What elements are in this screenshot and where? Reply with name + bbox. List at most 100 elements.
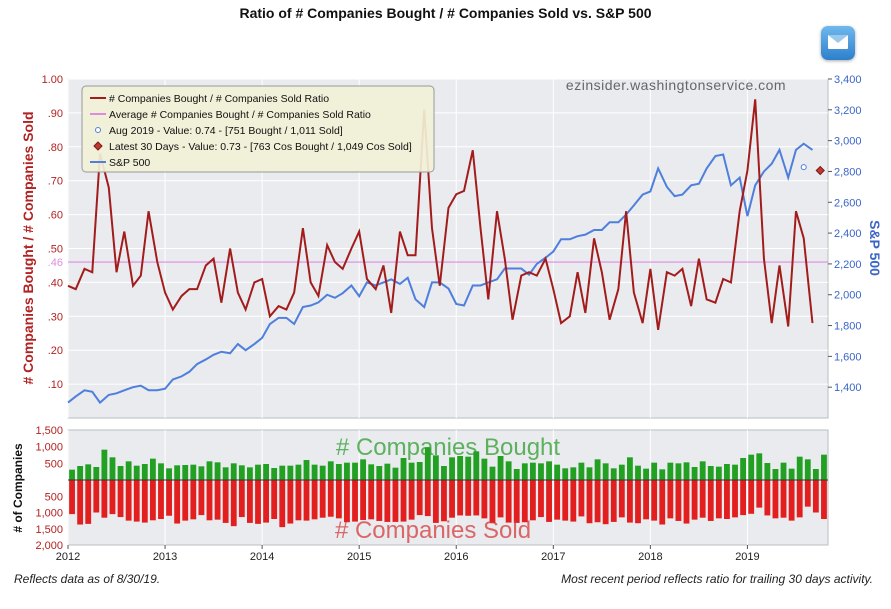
sold-bar [602, 480, 609, 525]
bought-bar [796, 456, 803, 480]
sold-bar [538, 480, 544, 518]
sold-bar [352, 480, 358, 522]
bought-bar [125, 461, 132, 480]
bought-bar [255, 464, 261, 480]
sold-bar [303, 480, 310, 521]
bought-bar [416, 462, 423, 480]
y2-tick-label: 3,200 [834, 105, 862, 117]
bought-bar [376, 466, 383, 480]
sold-bar [473, 480, 480, 516]
sold-bar [109, 480, 116, 515]
y-tick-label: .40 [48, 277, 63, 289]
y2-tick-label: 2,800 [834, 166, 862, 178]
sold-bar [101, 480, 108, 518]
sold-bar [618, 480, 625, 518]
sold-bar [627, 480, 633, 523]
x-axis: 2012 2013 2014 2015 2016 2017 2018 2019 [56, 545, 760, 563]
bar-y-axis-label: # of Companies [11, 443, 25, 533]
ratio-line [67, 99, 814, 331]
sold-bar [659, 480, 666, 525]
bought-bar [149, 458, 156, 480]
bought-bar [392, 467, 399, 480]
sold-bar [788, 480, 795, 521]
bought-bar [546, 461, 552, 480]
sold-bar [554, 480, 561, 520]
bought-bar [691, 467, 698, 480]
chart-title: Ratio of # Companies Bought / # Companie… [239, 5, 652, 21]
x-tick-label: 2013 [153, 551, 177, 563]
bought-bar [182, 465, 189, 480]
y2-tick-label: 1,800 [834, 321, 862, 333]
y2-tick-label: 1,600 [834, 351, 862, 363]
bought-bar [449, 457, 455, 480]
bought-bar [311, 464, 318, 480]
bought-bar [732, 464, 738, 480]
watermark: ezinsider.washingtonservice.com [566, 77, 786, 93]
bought-bar [174, 465, 181, 480]
y2-tick-label: 2,400 [834, 228, 862, 240]
sold-bar [481, 480, 488, 519]
bought-bar [618, 464, 625, 480]
bought-bar [602, 463, 609, 480]
sold-bar [740, 480, 747, 516]
bought-bar [489, 466, 496, 480]
bought-bar [141, 464, 148, 480]
bought-bar [724, 464, 730, 480]
bought-bar [578, 462, 585, 480]
sold-bar [546, 480, 552, 522]
bought-bar [424, 447, 431, 480]
x-tick-label: 2014 [250, 551, 274, 563]
y-tick-label: .50 [48, 244, 63, 256]
sold-bar [117, 480, 124, 518]
bought-bar [117, 466, 124, 480]
sold-bar [748, 480, 755, 514]
legend-entry: Latest 30 Days - Value: 0.73 - [763 Cos … [109, 141, 412, 153]
email-button[interactable] [821, 26, 855, 60]
bought-bar [659, 469, 666, 480]
bought-bar [295, 464, 302, 480]
sold-bar [149, 480, 156, 521]
y-tick-label: .70 [48, 176, 63, 188]
sold-bar [764, 480, 771, 516]
sold-bar [457, 480, 464, 516]
sold-bar [691, 480, 698, 520]
bought-bar [133, 465, 140, 480]
sold-bar [77, 480, 84, 525]
x-tick-label: 2018 [638, 551, 662, 563]
bought-bar [190, 464, 197, 480]
legend-entry: # Companies Bought / # Companies Sold Ra… [109, 93, 329, 105]
bar-y-tick-label: 1,500 [35, 425, 63, 437]
bought-bar [384, 463, 391, 480]
bought-bar [432, 455, 439, 480]
bar-y-tick-label: 1,000 [35, 508, 63, 520]
sold-bar [295, 480, 302, 521]
bought-bar [497, 456, 504, 480]
bought-bar [529, 462, 536, 480]
sold-bar [158, 480, 164, 519]
sold-bar [465, 480, 472, 516]
legend-aug-swatch [95, 127, 101, 133]
average-ratio-label: .46 [48, 257, 63, 269]
sold-bar [756, 480, 763, 508]
sold-bar [796, 480, 803, 518]
bought-bar [238, 465, 245, 480]
bought-bar [408, 462, 415, 480]
sold-bar [562, 480, 569, 521]
bought-bar [473, 451, 480, 480]
y-tick-label: .30 [48, 311, 63, 323]
sold-bar [311, 480, 318, 520]
bought-bar [772, 469, 779, 480]
bought-bar [263, 464, 269, 480]
sold-bar [400, 480, 407, 522]
sold-bar [344, 480, 350, 523]
x-tick-label: 2019 [735, 551, 759, 563]
legend-entry: Aug 2019 - Value: 0.74 - [751 Bought / 1… [109, 125, 343, 137]
x-tick-label: 2012 [56, 551, 80, 563]
bought-bar [271, 468, 278, 480]
sold-bar [174, 480, 181, 524]
sold-bar [263, 480, 269, 523]
aug-2019-marker [800, 164, 807, 171]
bought-bar [651, 462, 658, 480]
sold-bar [335, 480, 342, 519]
